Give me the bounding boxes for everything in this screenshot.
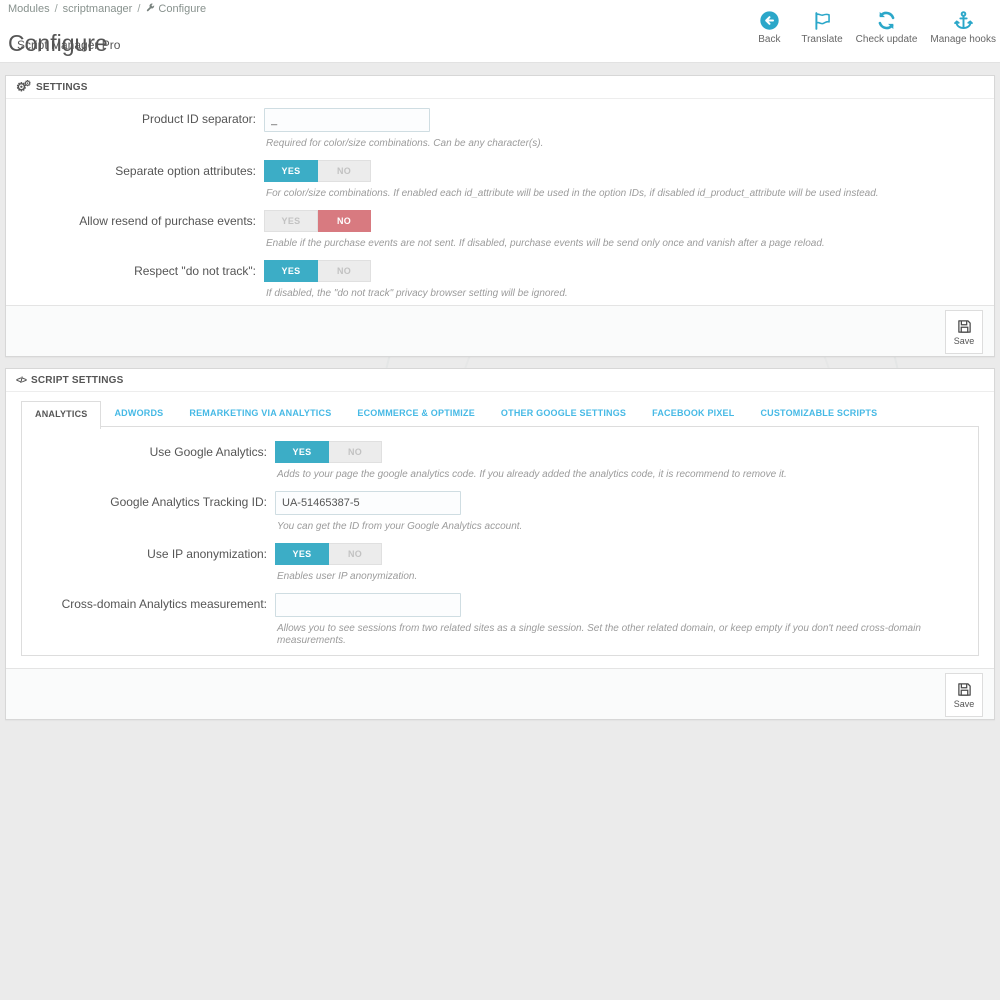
flag-icon bbox=[812, 10, 833, 31]
allow-resend-purchase-events-help: Enable if the purchase events are not se… bbox=[266, 238, 825, 249]
form-row-use-ip-anonymization: Use IP anonymization: YES NO Enables use… bbox=[22, 543, 978, 583]
manage-hooks-label: Manage hooks bbox=[930, 34, 996, 45]
script-settings-panel-header: </> SCRIPT SETTINGS bbox=[6, 369, 994, 392]
tab-facebook-pixel[interactable]: FACEBOOK PIXEL bbox=[652, 408, 735, 418]
floppy-disk-icon bbox=[957, 319, 972, 334]
back-label: Back bbox=[758, 34, 781, 45]
ga-tracking-id-label: Google Analytics Tracking ID: bbox=[110, 495, 267, 509]
check-update-button[interactable]: Check update bbox=[855, 10, 918, 45]
code-icon: </> bbox=[16, 375, 27, 385]
breadcrumb-separator: / bbox=[54, 3, 58, 15]
form-row-allow-resend-purchase-events: Allow resend of purchase events: YES NO … bbox=[6, 210, 994, 250]
form-row-separate-option-attributes: Separate option attributes: YES NO For c… bbox=[6, 160, 994, 200]
use-google-analytics-toggle[interactable]: YES NO bbox=[275, 441, 382, 463]
analytics-tab-content: Use Google Analytics: YES NO Adds to you… bbox=[21, 426, 979, 656]
tab-other-google-settings[interactable]: OTHER GOOGLE SETTINGS bbox=[500, 408, 627, 418]
form-row-product-id-separator: Product ID separator: Required for color… bbox=[6, 108, 994, 150]
breadcrumb: Modules / scriptmanager / Configure bbox=[8, 3, 206, 15]
respect-do-not-track-help: If disabled, the "do not track" privacy … bbox=[266, 288, 568, 299]
check-update-label: Check update bbox=[855, 34, 918, 45]
page-subtitle: Script Manager Pro bbox=[17, 38, 121, 52]
page-header: Modules / scriptmanager / Configure Configur… bbox=[0, 0, 1000, 63]
tab-analytics[interactable]: ANALYTICS bbox=[21, 401, 102, 429]
toggle-yes-option[interactable]: YES bbox=[264, 260, 318, 282]
settings-panel-title: SETTINGS bbox=[36, 81, 88, 93]
script-settings-panel-footer: Save bbox=[6, 668, 994, 719]
toolbar: Back Translate Check update Manage hooks bbox=[750, 10, 996, 45]
form-row-cross-domain-measurement: Cross-domain Analytics measurement: Allo… bbox=[22, 593, 978, 647]
use-ip-anonymization-label: Use IP anonymization: bbox=[147, 547, 267, 561]
separate-option-attributes-label: Separate option attributes: bbox=[115, 164, 256, 178]
cross-domain-measurement-help: Allows you to see sessions from two rela… bbox=[277, 623, 921, 646]
toggle-no-option[interactable]: NO bbox=[318, 160, 371, 182]
tab-ecommerce-optimize[interactable]: ECOMMERCE & OPTIMIZE bbox=[357, 408, 475, 418]
breadcrumb-scriptmanager[interactable]: scriptmanager bbox=[62, 3, 133, 15]
wrench-icon bbox=[145, 3, 155, 13]
allow-resend-purchase-events-label: Allow resend of purchase events: bbox=[79, 214, 256, 228]
page-title: Configure bbox=[8, 30, 108, 57]
script-settings-panel-title: SCRIPT SETTINGS bbox=[31, 374, 124, 386]
cross-domain-measurement-label: Cross-domain Analytics measurement: bbox=[61, 597, 267, 611]
breadcrumb-modules[interactable]: Modules bbox=[8, 3, 50, 15]
settings-save-button[interactable]: Save bbox=[945, 310, 983, 354]
form-row-ga-tracking-id: Google Analytics Tracking ID: You can ge… bbox=[22, 491, 978, 533]
translate-label: Translate bbox=[801, 34, 843, 45]
cogs-icon: ⚙ ⚙ bbox=[16, 79, 32, 94]
toggle-yes-option[interactable]: YES bbox=[264, 160, 318, 182]
toggle-no-option[interactable]: NO bbox=[329, 441, 382, 463]
toggle-yes-option[interactable]: YES bbox=[275, 543, 329, 565]
use-ip-anonymization-help: Enables user IP anonymization. bbox=[277, 571, 418, 582]
tab-remarketing-via-analytics[interactable]: REMARKETING VIA ANALYTICS bbox=[189, 408, 332, 418]
toggle-yes-option[interactable]: YES bbox=[264, 210, 318, 232]
script-settings-panel: </> SCRIPT SETTINGS ANALYTICS ADWORDS RE… bbox=[5, 368, 995, 720]
refresh-icon bbox=[876, 10, 897, 31]
settings-panel-header: ⚙ ⚙ SETTINGS bbox=[6, 76, 994, 99]
ga-tracking-id-input[interactable] bbox=[275, 491, 461, 515]
manage-hooks-button[interactable]: Manage hooks bbox=[930, 10, 996, 45]
separate-option-attributes-toggle[interactable]: YES NO bbox=[264, 160, 371, 182]
floppy-disk-icon bbox=[957, 682, 972, 697]
translate-button[interactable]: Translate bbox=[801, 10, 843, 45]
separate-option-attributes-help: For color/size combinations. If enabled … bbox=[266, 188, 879, 199]
toggle-no-option[interactable]: NO bbox=[318, 210, 371, 232]
tab-customizable-scripts[interactable]: CUSTOMIZABLE SCRIPTS bbox=[760, 408, 878, 418]
tab-adwords[interactable]: ADWORDS bbox=[114, 408, 164, 418]
breadcrumb-current: Configure bbox=[158, 3, 207, 15]
script-settings-save-label: Save bbox=[953, 698, 975, 709]
respect-do-not-track-toggle[interactable]: YES NO bbox=[264, 260, 371, 282]
back-icon bbox=[759, 10, 780, 31]
settings-panel-footer: Save bbox=[6, 305, 994, 356]
use-google-analytics-help: Adds to your page the google analytics c… bbox=[277, 469, 787, 480]
toggle-yes-option[interactable]: YES bbox=[275, 441, 329, 463]
toggle-no-option[interactable]: NO bbox=[318, 260, 371, 282]
breadcrumb-separator: / bbox=[137, 3, 141, 15]
script-settings-tab-bar: ANALYTICS ADWORDS REMARKETING VIA ANALYT… bbox=[21, 401, 979, 429]
anchor-icon bbox=[953, 10, 974, 31]
product-id-separator-label: Product ID separator: bbox=[141, 112, 256, 126]
ga-tracking-id-help: You can get the ID from your Google Anal… bbox=[277, 521, 523, 532]
form-row-use-google-analytics: Use Google Analytics: YES NO Adds to you… bbox=[22, 441, 978, 481]
settings-panel: ⚙⚙ SETTINGS Product ID separator: Requir… bbox=[5, 75, 995, 357]
product-id-separator-help: Required for color/size combinations. Ca… bbox=[266, 138, 544, 149]
settings-save-label: Save bbox=[953, 335, 975, 346]
form-row-respect-do-not-track: Respect "do not track": YES NO If disabl… bbox=[6, 260, 994, 300]
allow-resend-purchase-events-toggle[interactable]: YES NO bbox=[264, 210, 371, 232]
use-ip-anonymization-toggle[interactable]: YES NO bbox=[275, 543, 382, 565]
use-google-analytics-label: Use Google Analytics: bbox=[149, 445, 267, 459]
toggle-no-option[interactable]: NO bbox=[329, 543, 382, 565]
cross-domain-measurement-input[interactable] bbox=[275, 593, 461, 617]
respect-do-not-track-label: Respect "do not track": bbox=[134, 264, 256, 278]
back-button[interactable]: Back bbox=[750, 10, 788, 45]
product-id-separator-input[interactable] bbox=[264, 108, 430, 132]
script-settings-save-button[interactable]: Save bbox=[945, 673, 983, 717]
